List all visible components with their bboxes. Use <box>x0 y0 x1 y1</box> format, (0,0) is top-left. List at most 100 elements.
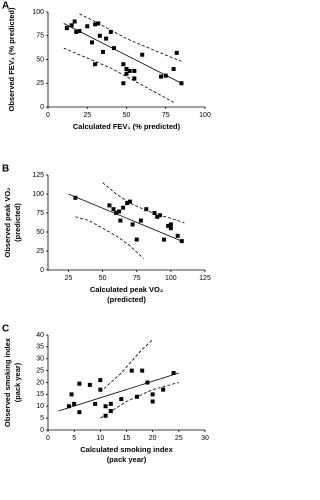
y-tick-label: 10 <box>36 403 44 410</box>
point <box>168 222 173 227</box>
point <box>66 404 71 409</box>
point <box>134 237 139 242</box>
point <box>69 23 74 28</box>
point <box>74 29 79 34</box>
point <box>108 409 113 413</box>
x-tick-label: 50 <box>99 275 107 282</box>
y-tick-label: 50 <box>36 229 44 236</box>
x-tick-label: 50 <box>123 112 131 119</box>
point <box>129 368 134 373</box>
x-tick-label: 0 <box>46 112 50 119</box>
point <box>157 213 162 218</box>
point <box>168 226 173 231</box>
point <box>179 239 184 244</box>
y-tick-label: 100 <box>32 191 44 198</box>
point <box>87 382 92 387</box>
point <box>98 387 103 392</box>
point <box>108 401 113 406</box>
point <box>121 81 126 86</box>
x-axis-label: Calculated smoking index <box>80 445 173 454</box>
y-tick-label: 25 <box>36 367 44 374</box>
point <box>132 68 137 73</box>
point <box>127 68 132 73</box>
y-tick-label: 25 <box>36 248 44 255</box>
point <box>89 40 94 45</box>
y-tick-label: 15 <box>36 391 44 398</box>
x-tick-label: 20 <box>149 435 157 442</box>
point <box>163 73 168 78</box>
point <box>124 67 129 71</box>
x-tick-label: 100 <box>165 275 177 282</box>
point <box>119 397 124 402</box>
point <box>108 29 113 34</box>
confidence-band <box>63 47 174 103</box>
y-tick-label: 30 <box>36 356 44 363</box>
point <box>155 214 160 219</box>
point <box>93 401 98 406</box>
point <box>125 201 130 206</box>
y-axis-label: (predicted) <box>13 203 22 242</box>
panel-label: C <box>2 324 9 335</box>
point <box>85 24 90 29</box>
point <box>171 371 176 375</box>
y-tick-label: 20 <box>36 379 44 386</box>
panel-label: B <box>2 164 9 175</box>
confidence-band <box>102 182 185 224</box>
point <box>145 380 150 385</box>
x-tick-label: 25 <box>175 435 183 442</box>
point <box>96 21 101 26</box>
x-tick-label: 30 <box>201 435 209 442</box>
x-tick-label: 15 <box>123 435 131 442</box>
point <box>132 76 137 81</box>
x-tick-label: 5 <box>72 435 76 442</box>
point <box>121 205 126 210</box>
point <box>150 392 155 397</box>
confidence-band <box>100 339 153 393</box>
y-tick-label: 0 <box>40 267 44 274</box>
point <box>93 22 98 27</box>
point <box>121 62 126 67</box>
point <box>69 392 74 397</box>
panel-label: A <box>2 1 9 12</box>
point <box>116 209 121 214</box>
point <box>72 19 77 24</box>
y-axis-label: Observed FEV₁ (% predicted) <box>7 7 16 111</box>
point <box>150 399 155 404</box>
point <box>77 410 82 415</box>
point <box>118 218 123 223</box>
point <box>144 207 149 212</box>
x-axis-label: (predicted) <box>107 295 146 304</box>
point <box>175 233 180 238</box>
y-tick-label: 125 <box>32 172 44 179</box>
point <box>103 404 108 409</box>
point <box>162 237 167 242</box>
point <box>77 381 82 386</box>
y-axis-label: Observed peak VO₂ <box>3 187 12 257</box>
point <box>138 218 143 223</box>
y-axis-label: (pack year) <box>13 362 22 402</box>
y-tick-label: 0 <box>40 104 44 111</box>
point <box>73 195 78 200</box>
y-tick-label: 25 <box>36 80 44 87</box>
y-tick-label: 40 <box>36 332 44 339</box>
point <box>77 29 82 33</box>
point <box>130 222 135 227</box>
x-tick-label: 10 <box>96 435 104 442</box>
point <box>140 52 145 57</box>
x-tick-label: 25 <box>65 275 73 282</box>
confidence-band <box>79 13 182 62</box>
y-tick-label: 75 <box>36 33 44 40</box>
x-tick-label: 100 <box>199 112 211 119</box>
point <box>107 203 112 208</box>
point <box>64 26 69 31</box>
y-tick-label: 0 <box>40 427 44 434</box>
point <box>127 199 132 204</box>
point <box>179 81 184 86</box>
fit-line <box>63 23 182 84</box>
point <box>161 387 166 392</box>
y-tick-label: 50 <box>36 56 44 63</box>
point <box>103 413 108 418</box>
y-axis-label: Observed smoking index <box>3 337 12 427</box>
point <box>97 33 102 38</box>
